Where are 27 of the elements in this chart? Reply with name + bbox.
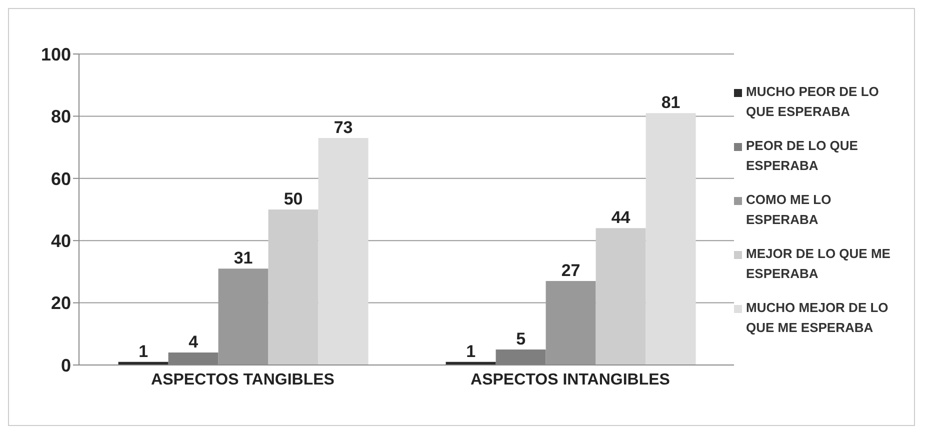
legend-label: PEOR DE LO QUE ESPERABA: [746, 137, 859, 175]
bar: [596, 228, 646, 365]
data-label: 27: [561, 261, 580, 280]
data-label: 1: [466, 342, 476, 361]
y-tick-label: 60: [50, 168, 71, 189]
data-label: 44: [611, 208, 631, 228]
data-label: 4: [188, 332, 199, 352]
bar: [646, 113, 696, 365]
data-label: 73: [334, 118, 353, 137]
legend-label: COMO ME LO ESPERABA: [746, 191, 832, 229]
x-tick-label: ASPECTOS TANGIBLES: [151, 371, 335, 388]
y-tick-label: 80: [50, 106, 71, 127]
data-label: 31: [234, 248, 253, 268]
legend-label: MUCHO MEJOR DE LO QUE ME ESPERABA: [746, 299, 890, 337]
data-label: 1: [138, 342, 148, 361]
y-tick-label: 100: [40, 44, 71, 64]
bar: [318, 138, 368, 365]
data-label: 5: [516, 329, 526, 348]
data-label: 50: [284, 190, 303, 208]
y-tick-label: 20: [50, 293, 71, 314]
x-tick-label: ASPECTOS INTANGIBLES: [470, 371, 670, 388]
data-label: 81: [661, 93, 680, 112]
bar: [268, 210, 318, 365]
y-tick-label: 0: [60, 355, 71, 376]
legend-label: MUCHO PEOR DE LO QUE ESPERABA: [746, 83, 880, 121]
legend-label: MEJOR DE LO QUE ME ESPERABA: [746, 245, 892, 283]
y-tick-label: 40: [50, 230, 71, 251]
